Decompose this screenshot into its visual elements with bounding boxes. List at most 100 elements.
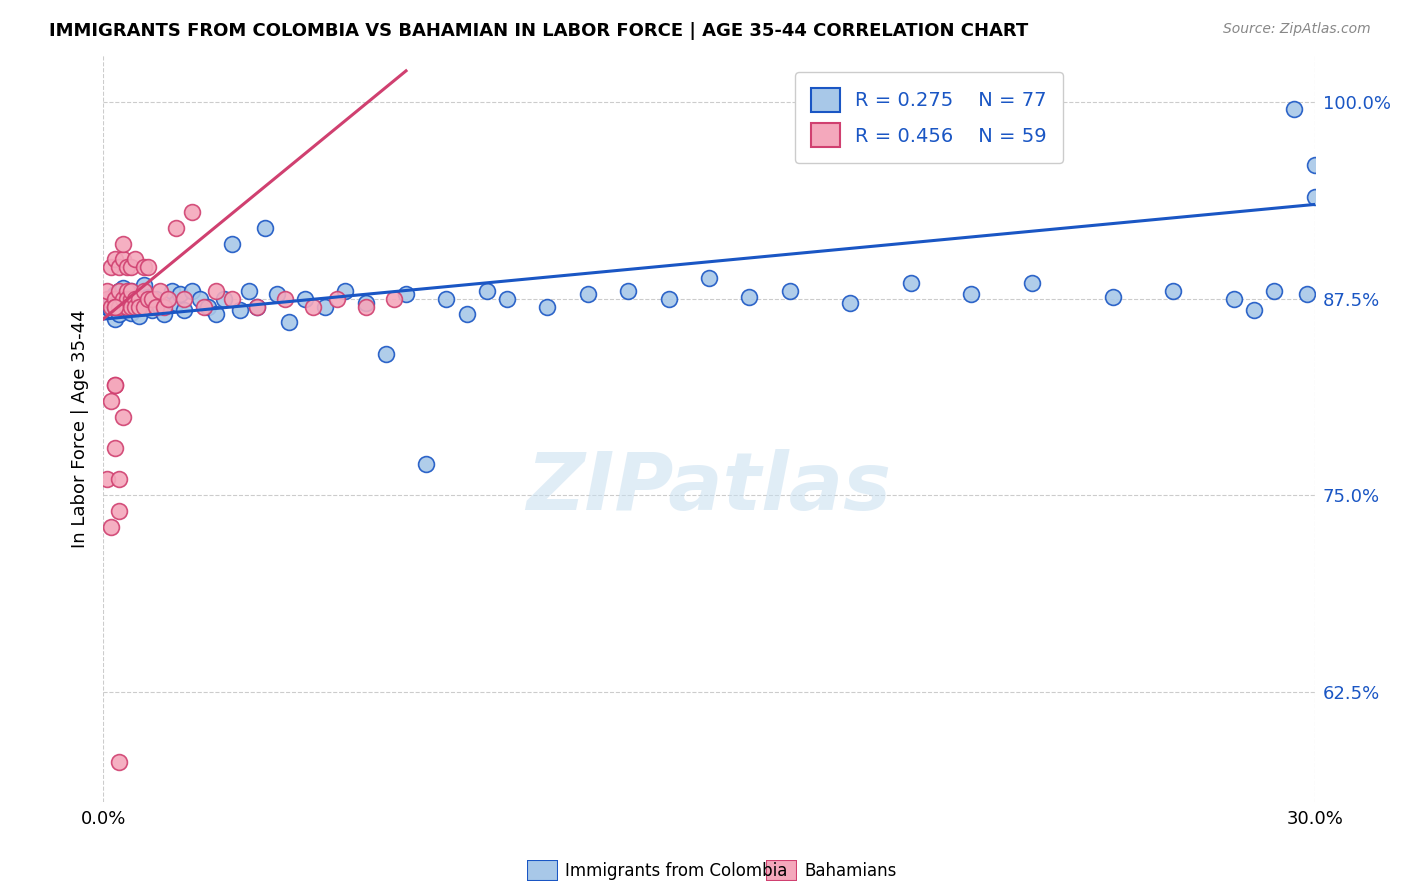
Point xyxy=(245,300,267,314)
Point xyxy=(456,308,478,322)
Point xyxy=(145,300,167,314)
Point xyxy=(657,292,679,306)
Point xyxy=(136,292,159,306)
Point xyxy=(132,300,155,314)
Point xyxy=(108,300,131,314)
Point xyxy=(108,308,131,322)
Point xyxy=(181,205,204,219)
Point xyxy=(120,306,142,320)
Point xyxy=(108,284,131,298)
Point xyxy=(100,393,122,408)
Point xyxy=(266,287,288,301)
Point xyxy=(120,292,142,306)
Point xyxy=(117,292,139,306)
Point xyxy=(124,300,146,314)
Point xyxy=(117,284,139,298)
Point xyxy=(193,300,215,314)
Point xyxy=(104,287,127,301)
Point xyxy=(141,292,163,306)
Point xyxy=(1101,290,1123,304)
Point xyxy=(395,287,418,301)
Point xyxy=(100,292,122,306)
Point xyxy=(960,287,983,301)
Point xyxy=(104,441,127,455)
Point xyxy=(112,300,135,314)
Point xyxy=(152,300,174,314)
Point xyxy=(104,300,127,314)
Point xyxy=(1284,102,1306,116)
Text: Source: ZipAtlas.com: Source: ZipAtlas.com xyxy=(1223,22,1371,37)
Point xyxy=(108,472,131,486)
Point xyxy=(779,284,801,298)
Point xyxy=(156,292,179,306)
Point xyxy=(112,236,135,251)
Legend: R = 0.275    N = 77, R = 0.456    N = 59: R = 0.275 N = 77, R = 0.456 N = 59 xyxy=(796,72,1063,162)
Point xyxy=(221,236,243,251)
Point xyxy=(96,292,118,306)
Point xyxy=(117,293,139,308)
Point xyxy=(169,287,191,301)
Point xyxy=(128,292,150,306)
Point xyxy=(108,504,131,518)
Point xyxy=(124,292,146,306)
Point xyxy=(205,284,228,298)
Point xyxy=(136,260,159,275)
Point xyxy=(128,300,150,314)
Point xyxy=(112,252,135,267)
Point xyxy=(120,260,142,275)
Point xyxy=(104,378,127,392)
Point xyxy=(96,472,118,486)
Point xyxy=(188,292,211,306)
Point xyxy=(1223,292,1246,306)
Point xyxy=(294,292,316,306)
Y-axis label: In Labor Force | Age 35-44: In Labor Force | Age 35-44 xyxy=(72,309,89,548)
Point xyxy=(697,271,720,285)
Point xyxy=(120,284,142,298)
Point xyxy=(173,292,195,306)
Point xyxy=(120,292,142,306)
Point xyxy=(205,308,228,322)
Point xyxy=(181,284,204,298)
Point xyxy=(112,281,135,295)
Point xyxy=(617,284,640,298)
Point xyxy=(136,290,159,304)
Text: Bahamians: Bahamians xyxy=(804,862,897,880)
Point xyxy=(96,296,118,310)
Point xyxy=(100,260,122,275)
Point xyxy=(274,292,297,306)
Point xyxy=(1263,284,1285,298)
Text: IMMIGRANTS FROM COLOMBIA VS BAHAMIAN IN LABOR FORCE | AGE 35-44 CORRELATION CHAR: IMMIGRANTS FROM COLOMBIA VS BAHAMIAN IN … xyxy=(49,22,1028,40)
Point xyxy=(120,300,142,314)
Point xyxy=(112,409,135,424)
Point xyxy=(1303,158,1326,172)
Point xyxy=(238,284,260,298)
Point xyxy=(132,260,155,275)
Point xyxy=(104,312,127,326)
Point xyxy=(141,302,163,317)
Point xyxy=(302,300,325,314)
Point xyxy=(245,300,267,314)
Point xyxy=(1163,284,1185,298)
Point xyxy=(132,300,155,314)
Point xyxy=(738,290,761,304)
Point xyxy=(117,300,139,314)
Point xyxy=(120,284,142,298)
Point xyxy=(326,292,349,306)
Point xyxy=(104,378,127,392)
Point xyxy=(96,284,118,298)
Point xyxy=(149,284,172,298)
Point xyxy=(108,260,131,275)
Point xyxy=(100,519,122,533)
Point xyxy=(434,292,457,306)
Point xyxy=(117,302,139,317)
Point xyxy=(277,315,299,329)
Point xyxy=(96,300,118,314)
Point xyxy=(382,292,405,306)
Point xyxy=(229,302,252,317)
Point xyxy=(576,287,599,301)
Point xyxy=(117,287,139,301)
Point xyxy=(496,292,519,306)
Point xyxy=(475,284,498,298)
Point xyxy=(100,300,122,314)
Point xyxy=(124,252,146,267)
